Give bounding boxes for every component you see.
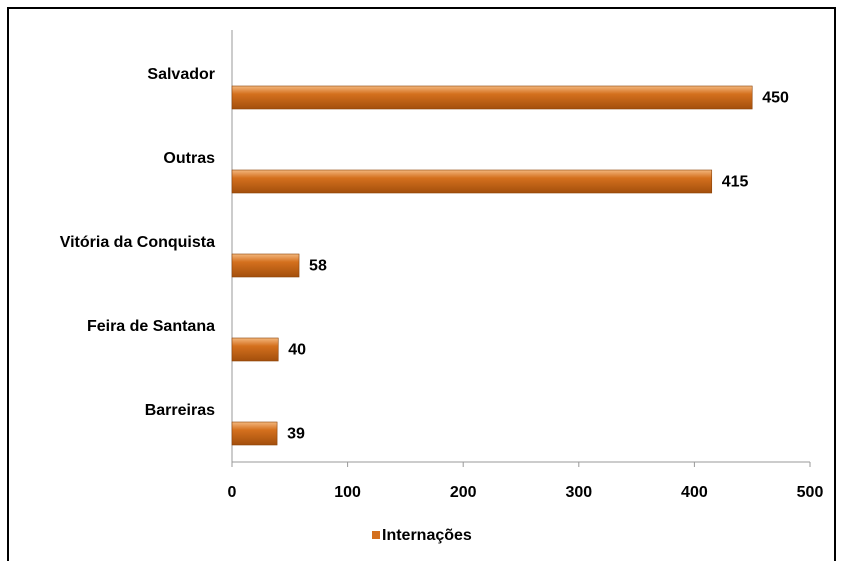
y-tick-label: Barreiras <box>145 402 215 419</box>
x-tick-label: 300 <box>565 484 592 501</box>
data-label: 39 <box>287 426 305 443</box>
y-tick-label: Feira de Santana <box>87 318 215 335</box>
x-tick-label: 100 <box>334 484 361 501</box>
x-tick-label: 500 <box>797 484 824 501</box>
x-tick-label: 400 <box>681 484 708 501</box>
bar <box>231 337 279 362</box>
data-label: 58 <box>309 258 327 275</box>
legend-label: Internações <box>382 527 472 544</box>
bar <box>231 253 300 278</box>
y-tick-label: Salvador <box>147 66 215 83</box>
bar <box>231 169 713 194</box>
data-label: 415 <box>722 174 749 191</box>
y-tick-label: Vitória da Conquista <box>60 234 215 251</box>
x-tick-label: 0 <box>228 484 237 501</box>
bar <box>231 85 753 110</box>
bar <box>231 421 278 446</box>
frame <box>7 7 836 561</box>
y-tick-label: Outras <box>163 150 215 167</box>
legend-swatch <box>372 531 380 539</box>
data-label: 40 <box>288 342 306 359</box>
data-label: 450 <box>762 90 789 107</box>
x-tick-label: 200 <box>450 484 477 501</box>
